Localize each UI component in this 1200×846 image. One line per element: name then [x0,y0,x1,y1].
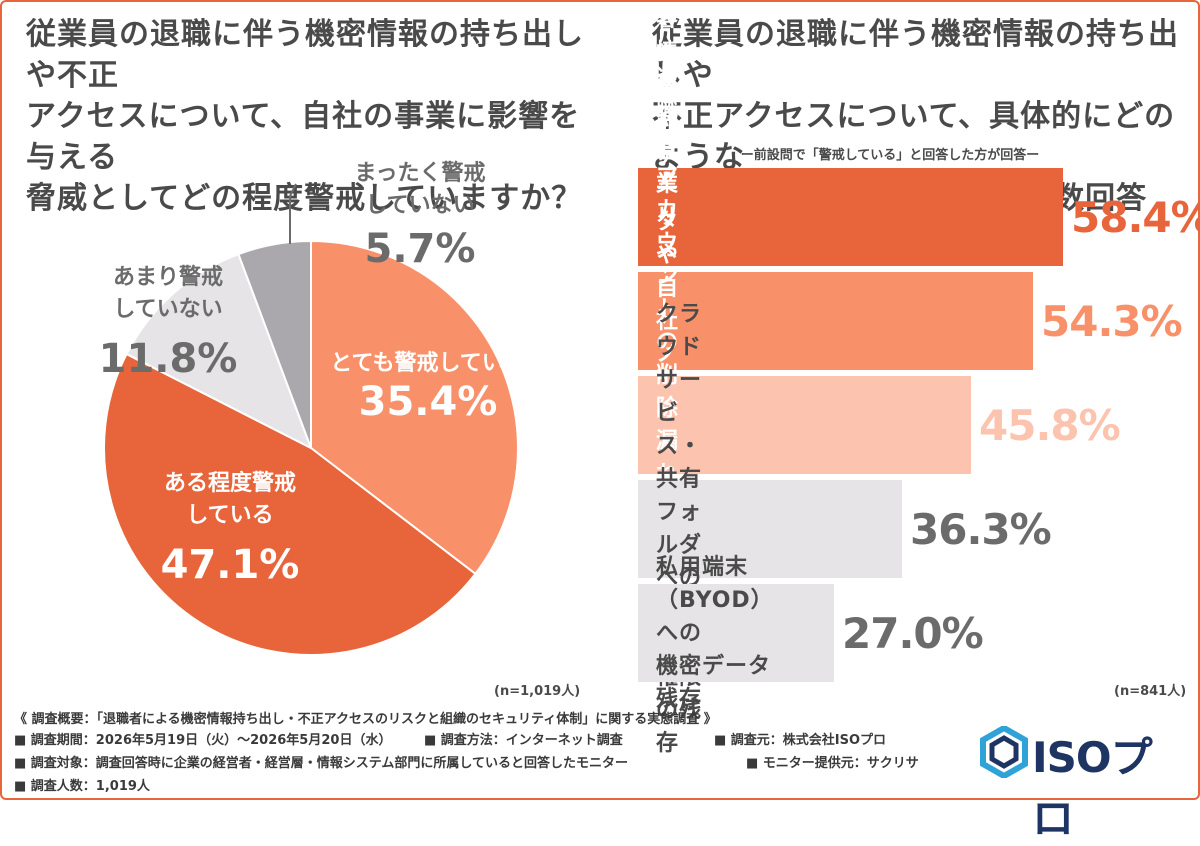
pie-slice-value: 35.4% [359,379,498,425]
pie-sample-size: (n=1,019人) [494,684,581,699]
company-logo: ISOプロ [980,722,1190,843]
survey-source: ■ 調査元：株式会社ISOプロ [714,733,887,748]
bar [638,376,971,474]
bar [638,168,1063,266]
bar-value: 58.4% [1071,192,1200,242]
pie-slice-label: とても警戒している [330,351,526,376]
bar [638,272,1033,370]
bar-value: 27.0% [842,608,984,658]
bar [638,584,834,682]
bar-chart-subnote: ー前設問で「警戒している」と回答した方が回答ー [740,148,1040,163]
pie-slice-value: 11.8% [99,336,238,382]
pie-slice-value: 47.1% [161,542,300,588]
survey-period: ■ 調査期間：2026年5月19日（火）〜2026年5月20日（水） [14,733,392,748]
monitor-provider: ■ モニター提供元：サクリサ [746,756,919,771]
pie-slice [310,239,519,576]
logo-text: ISOプロ [1032,733,1153,843]
pie-slice [237,239,312,449]
bar [638,480,902,578]
bar-value: 36.3% [910,504,1052,554]
bar-label: 私用端末（BYOD）への 機密データ残存 [656,555,774,712]
survey-count: ■ 調査人数：1,019人 [14,779,150,794]
frame-border [0,0,1200,800]
survey-method: ■ 調査方法：インターネット調査 [424,733,623,748]
pie-slice [125,252,313,451]
hexagon-logo-icon [980,726,1028,778]
pie-slice-label: あまり警戒していない [113,265,223,322]
pie-slice-label: まったく警戒していない [354,161,485,218]
bar-value: 45.8% [979,400,1121,450]
pie-slice [103,352,477,656]
bar-value: 54.3% [1041,296,1183,346]
pie-slice-value: 5.7% [365,226,476,272]
bar-sample-size: (n=841人) [1114,684,1187,699]
survey-target: ■ 調査対象：調査回答時に企業の経営者・経営層・情報システム部門に所属していると… [14,756,629,771]
pie-leader-line [289,183,297,244]
pie-chart-title: 従業員の退職に伴う機密情報の持ち出しや不正 アクセスについて、自社の事業に影響を… [26,17,584,216]
pie-chart: とても警戒している 35.4% ある程度警戒している 47.1% あまり警戒していない 1… [98,161,526,656]
pie-slice-label: ある程度警戒している [164,470,296,528]
survey-overview: 《 調査概要：「退職者による機密情報持ち出し・不正アクセスのリスクと組織のセキュ… [14,712,717,727]
